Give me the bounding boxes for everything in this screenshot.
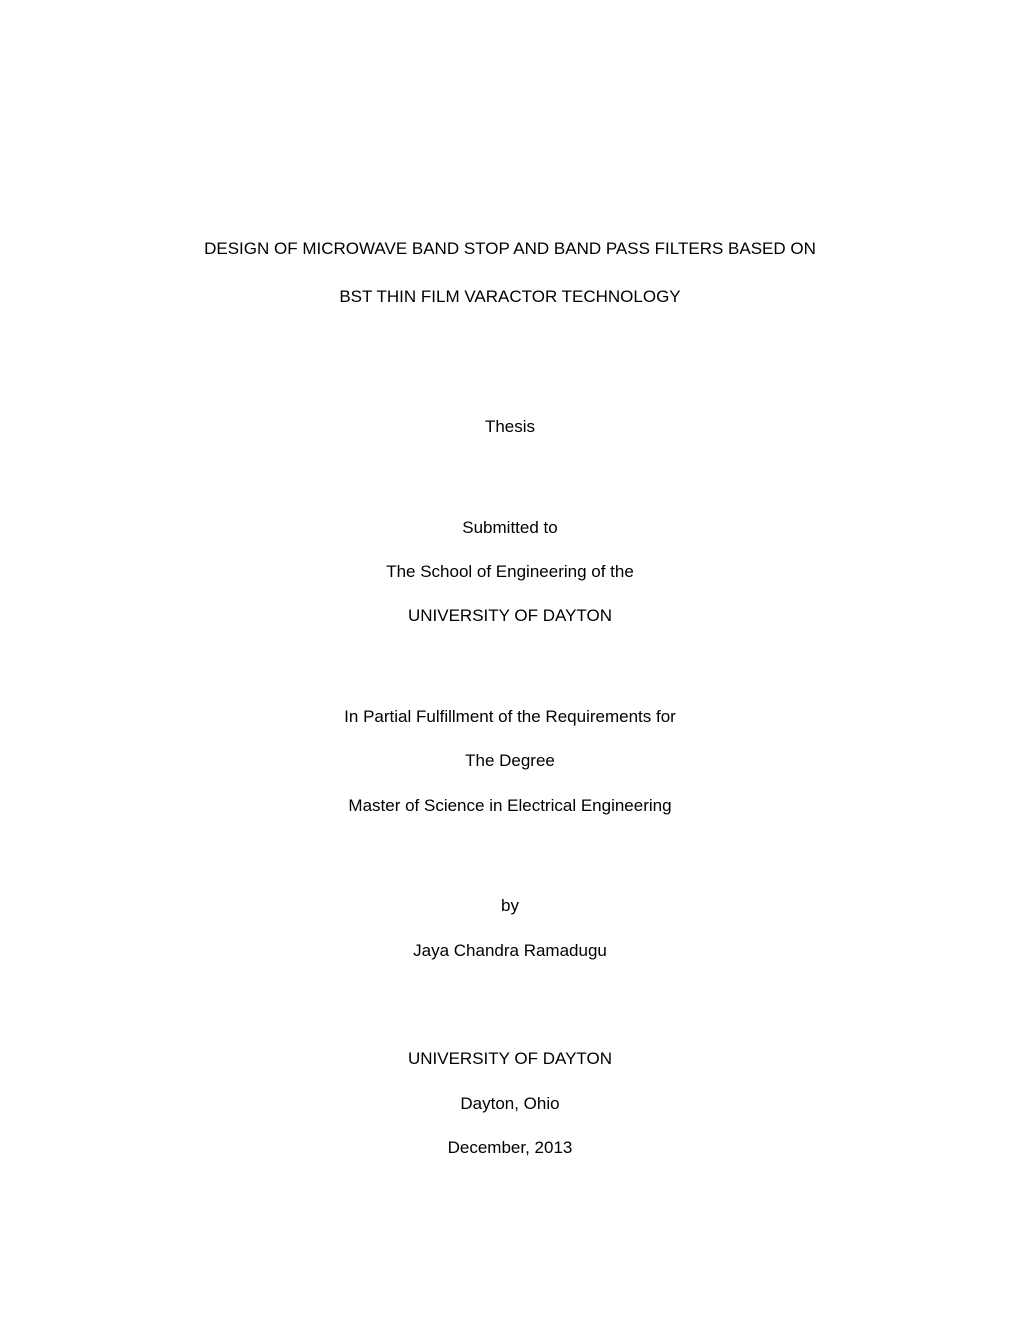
author-section: by Jaya Chandra Ramadugu bbox=[413, 884, 607, 972]
thesis-title: DESIGN OF MICROWAVE BAND STOP AND BAND P… bbox=[204, 225, 816, 320]
submitted-to-label: Submitted to bbox=[386, 506, 634, 550]
submission-section: Submitted to The School of Engineering o… bbox=[386, 506, 634, 639]
school-name: The School of Engineering of the bbox=[386, 550, 634, 594]
fulfillment-line-1: In Partial Fulfillment of the Requiremen… bbox=[344, 695, 676, 739]
document-type: Thesis bbox=[485, 405, 535, 449]
fulfillment-line-2: The Degree bbox=[344, 739, 676, 783]
thesis-title-page: DESIGN OF MICROWAVE BAND STOP AND BAND P… bbox=[0, 0, 1020, 1320]
document-type-section: Thesis bbox=[485, 405, 535, 449]
footer-section: UNIVERSITY OF DAYTON Dayton, Ohio Decemb… bbox=[408, 1037, 612, 1170]
title-line-1: DESIGN OF MICROWAVE BAND STOP AND BAND P… bbox=[204, 225, 816, 273]
footer-location: Dayton, Ohio bbox=[408, 1082, 612, 1126]
fulfillment-section: In Partial Fulfillment of the Requiremen… bbox=[344, 695, 676, 828]
by-label: by bbox=[413, 884, 607, 928]
title-line-2: BST THIN FILM VARACTOR TECHNOLOGY bbox=[204, 273, 816, 321]
footer-university: UNIVERSITY OF DAYTON bbox=[408, 1037, 612, 1081]
university-name: UNIVERSITY OF DAYTON bbox=[386, 594, 634, 638]
footer-date: December, 2013 bbox=[408, 1126, 612, 1170]
author-name: Jaya Chandra Ramadugu bbox=[413, 929, 607, 973]
degree-name: Master of Science in Electrical Engineer… bbox=[344, 784, 676, 828]
